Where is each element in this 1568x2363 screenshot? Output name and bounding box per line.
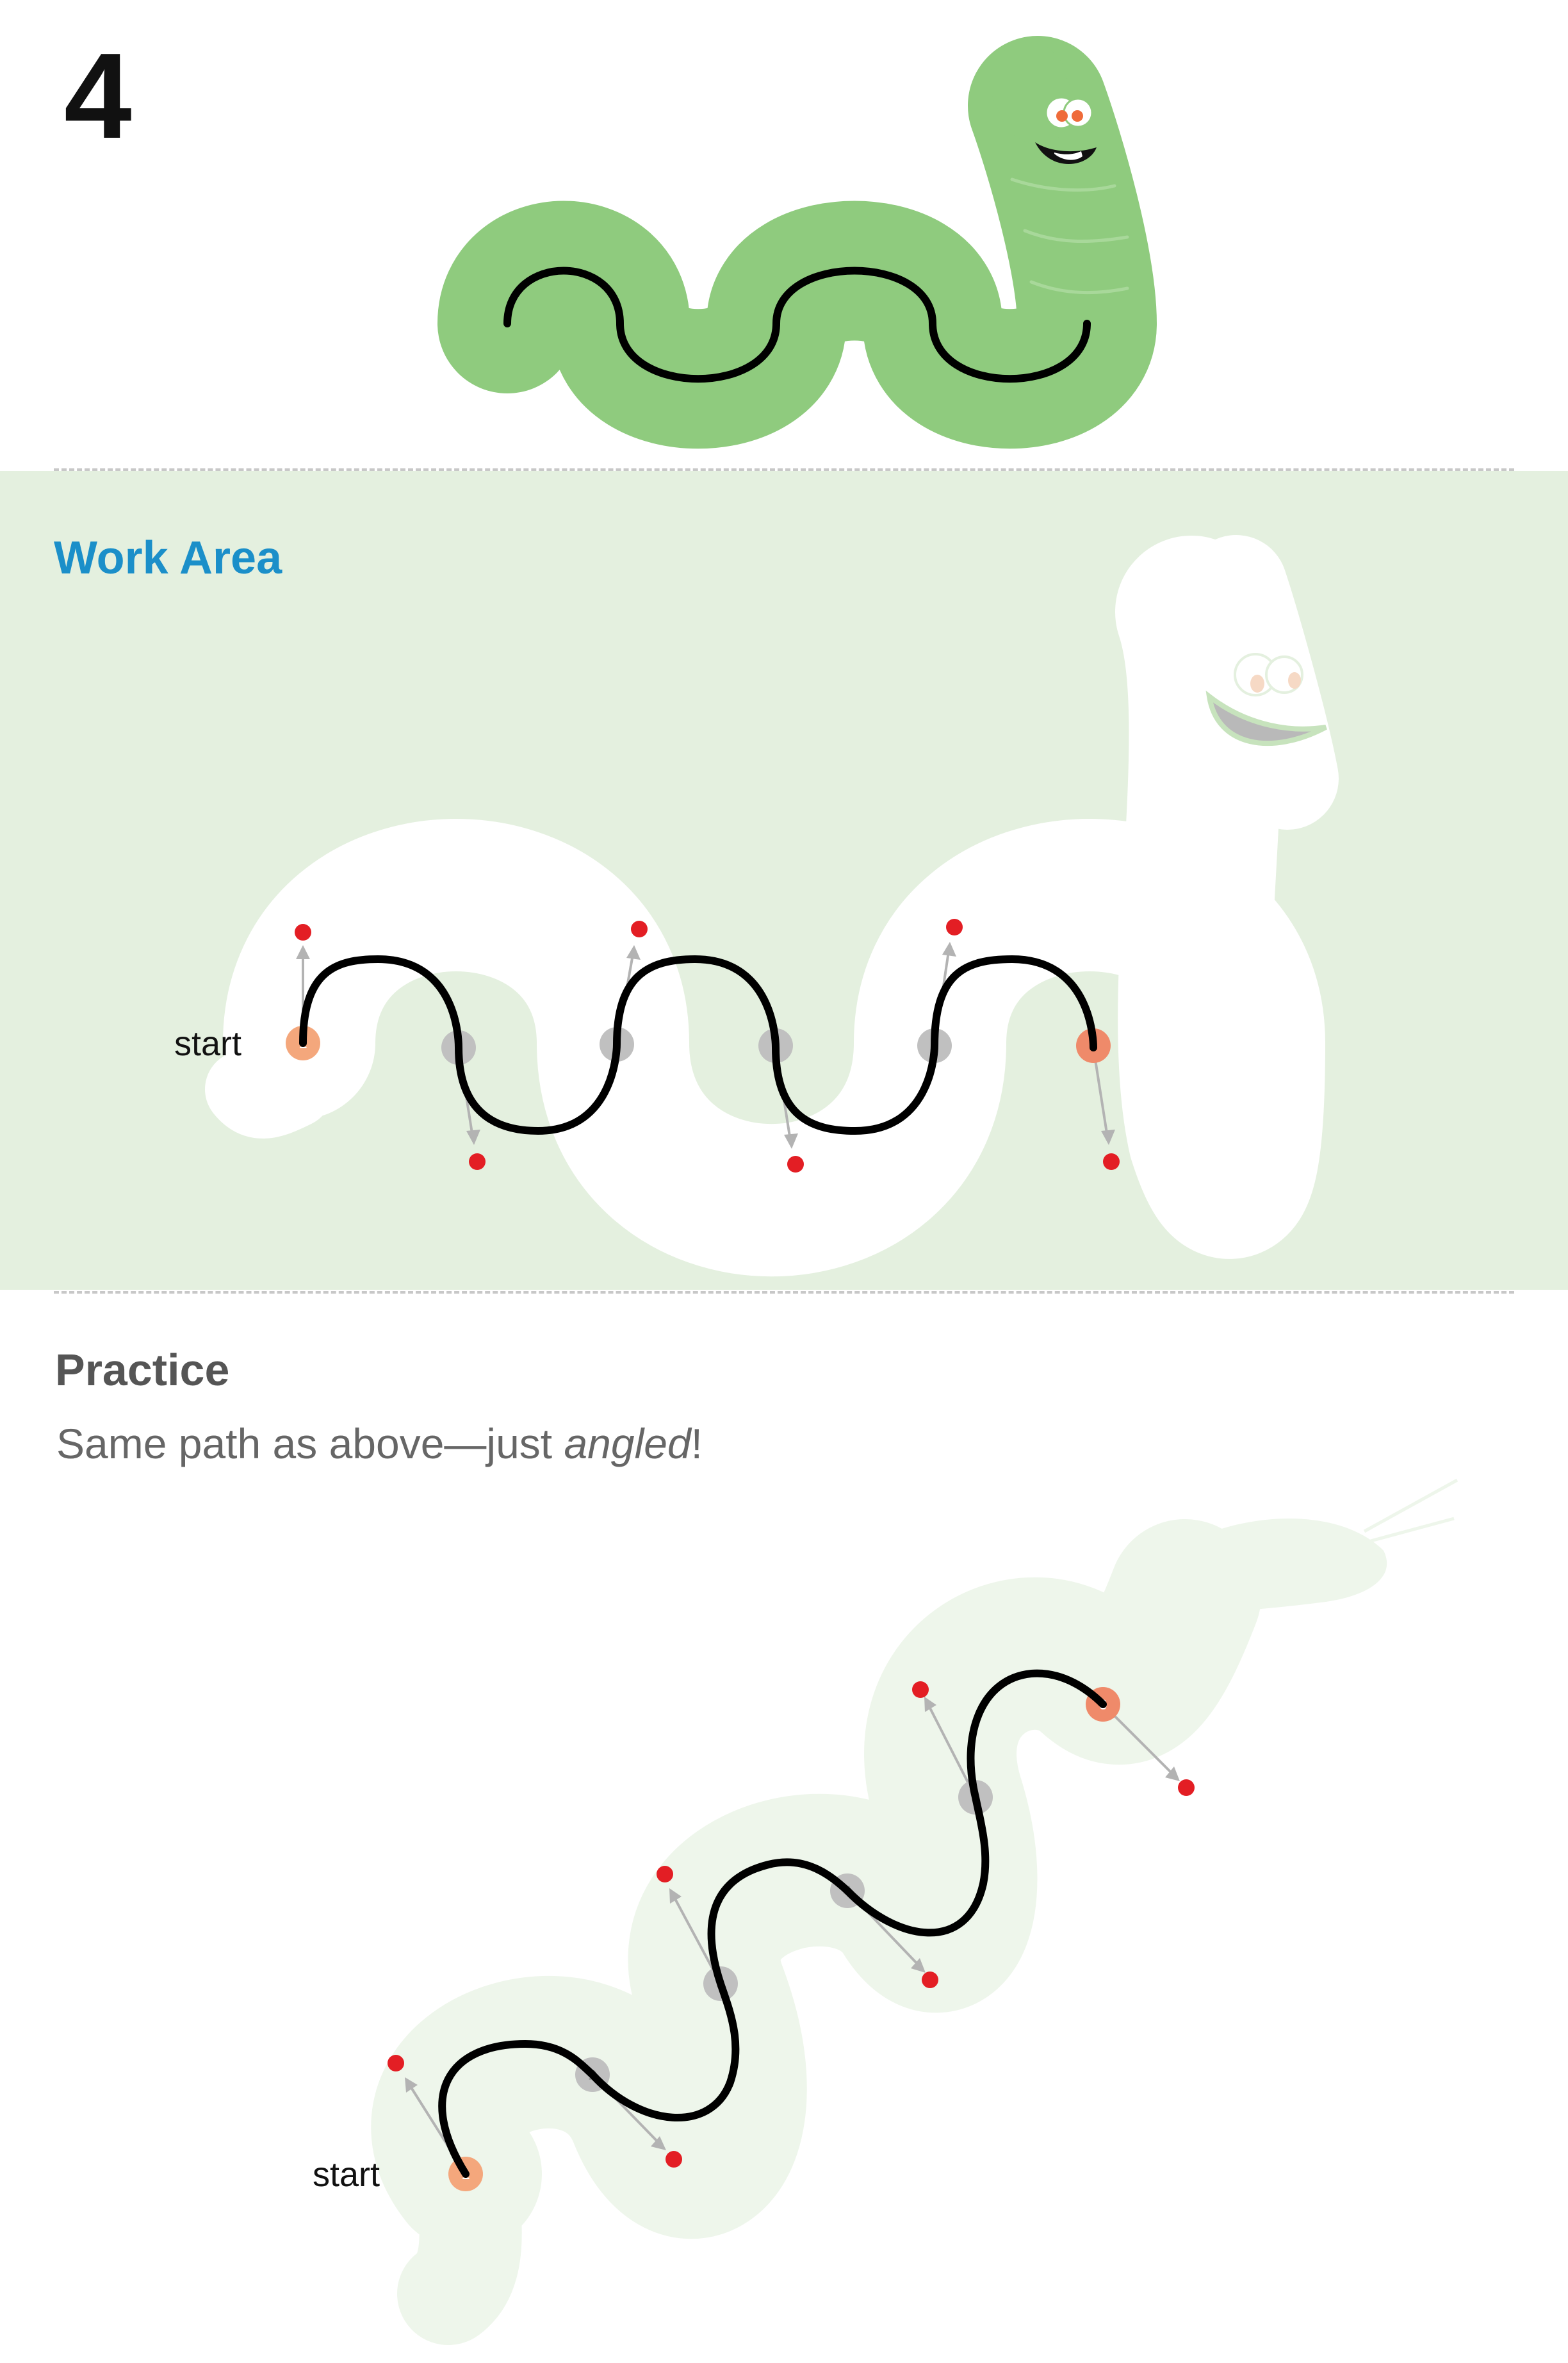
handle-dots — [295, 919, 1120, 1173]
divider-bottom — [54, 1291, 1514, 1294]
practice-canvas: 1 2 3 4 5 6 start — [313, 1478, 1458, 2345]
practice-subtitle-text: Same path as above—just — [56, 1420, 564, 1467]
practice-start-label: start — [313, 2155, 380, 2194]
handle-arrowheads — [296, 942, 1115, 1149]
practice-handle-dots — [388, 1681, 1195, 2168]
work-area-title: Work Area — [54, 532, 282, 584]
practice-subtitle: Same path as above—just angled! — [56, 1419, 703, 1468]
work-area-canvas: 1 2 3 4 5 6 start — [174, 535, 1339, 1277]
wave-path — [299, 955, 1097, 1135]
snake-ghost-outline — [371, 1519, 1261, 2345]
worm-illustration — [437, 36, 1157, 449]
divider-top — [54, 468, 1514, 471]
worm-ghost-outline — [205, 535, 1339, 1277]
practice-handle-arrowheads — [405, 1697, 1180, 2150]
work-start-label: start — [174, 1025, 241, 1063]
practice-subtitle-emphasis: angled — [564, 1420, 691, 1467]
work-area-section: Work Area — [0, 471, 1568, 1290]
practice-wave-path — [438, 1669, 1107, 2178]
step-number: 4 — [64, 28, 132, 164]
practice-title: Practice — [55, 1345, 230, 1395]
practice-subtitle-end: ! — [690, 1420, 703, 1467]
